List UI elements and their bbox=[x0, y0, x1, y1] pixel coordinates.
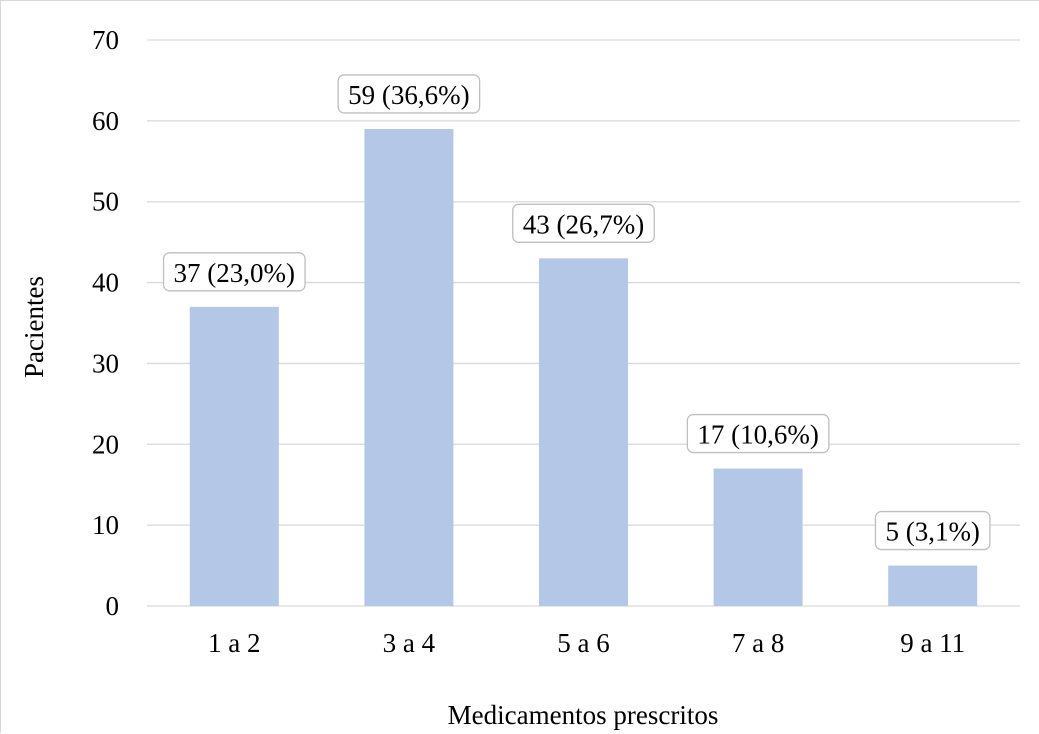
data-label: 59 (36,6%) bbox=[337, 74, 481, 114]
data-labels: 37 (23,0%) 59 (36,6%) 43 (26,7%) 17 (10,6%)… bbox=[162, 74, 991, 551]
data-label: 5 (3,1%) bbox=[874, 510, 991, 551]
bars bbox=[189, 128, 978, 606]
data-label-box bbox=[686, 413, 830, 454]
x-tick-label: 9 a 11 bbox=[900, 628, 965, 658]
x-axis-title: Medicamentos prescritos bbox=[448, 700, 719, 730]
bar-5-a-6 bbox=[539, 258, 628, 606]
y-axis-tick-labels: 0 10 20 30 40 50 60 70 bbox=[92, 25, 119, 621]
y-tick-label: 40 bbox=[92, 268, 119, 298]
x-axis-tick-labels: 1 a 2 3 a 4 5 a 6 7 a 8 9 a 11 bbox=[208, 628, 965, 658]
data-label-box bbox=[512, 203, 655, 243]
data-label-text: 5 (3,1%) bbox=[885, 517, 979, 547]
y-axis-title: Pacientes bbox=[19, 276, 49, 378]
x-tick-label: 1 a 2 bbox=[208, 628, 260, 658]
data-label-box bbox=[874, 510, 991, 551]
data-label-text: 37 (23,0%) bbox=[174, 258, 295, 288]
data-label-box bbox=[337, 74, 481, 114]
y-tick-label: 60 bbox=[92, 106, 119, 136]
y-tick-label: 20 bbox=[92, 429, 119, 459]
y-tick-label: 0 bbox=[106, 591, 120, 621]
y-tick-label: 10 bbox=[92, 510, 119, 540]
y-tick-label: 50 bbox=[92, 187, 119, 217]
data-label: 37 (23,0%) bbox=[162, 252, 306, 292]
bar-7-a-8 bbox=[713, 468, 803, 606]
bar-9-a-11 bbox=[888, 565, 978, 606]
x-tick-label: 3 a 4 bbox=[383, 628, 436, 658]
data-label: 43 (26,7%) bbox=[512, 203, 655, 243]
data-label-text: 17 (10,6%) bbox=[697, 420, 818, 450]
bar-1-a-2 bbox=[189, 306, 279, 606]
x-tick-label: 7 a 8 bbox=[732, 628, 784, 658]
y-tick-label: 30 bbox=[92, 348, 119, 378]
data-label-box bbox=[162, 252, 306, 292]
x-tick-label: 5 a 6 bbox=[557, 628, 609, 658]
data-label-text: 43 (26,7%) bbox=[523, 209, 644, 239]
bar-3-a-4 bbox=[364, 128, 454, 606]
data-label-text: 59 (36,6%) bbox=[348, 80, 469, 110]
y-tick-label: 70 bbox=[92, 25, 119, 55]
data-label: 17 (10,6%) bbox=[686, 413, 830, 454]
